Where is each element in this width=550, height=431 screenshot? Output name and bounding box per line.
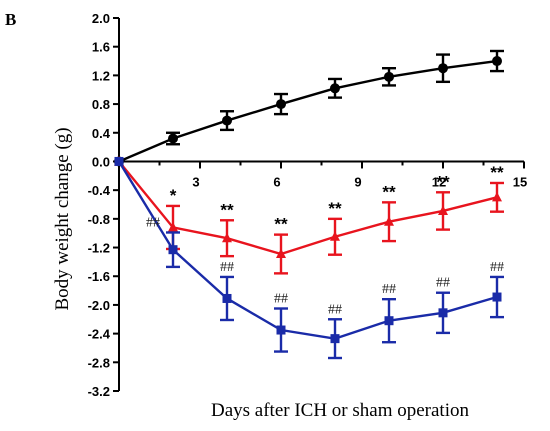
data-point	[384, 216, 394, 226]
data-point	[276, 99, 286, 110]
y-tick-label: 1.2	[92, 68, 110, 83]
y-tick-label: 1.6	[92, 40, 110, 55]
series-line	[117, 160, 498, 340]
series-0	[114, 49, 504, 167]
x-tick-label: 9	[354, 174, 361, 189]
data-point	[492, 292, 502, 302]
series-layer	[114, 49, 504, 360]
data-point	[168, 221, 178, 232]
significance-hash: ##	[274, 292, 288, 307]
y-tick-label: -2.0	[88, 298, 110, 313]
significance-star: **	[382, 182, 396, 201]
significance-star: **	[274, 215, 288, 234]
series-line	[118, 160, 498, 256]
data-point	[222, 232, 232, 243]
x-tick-label: 15	[513, 174, 527, 189]
y-tick-label: -1.6	[88, 269, 110, 284]
significance-star: **	[490, 163, 504, 182]
data-point	[276, 248, 286, 258]
y-tick-label: -2.4	[88, 327, 111, 342]
y-tick-label: -1.2	[88, 241, 110, 256]
x-tick-label: 12	[432, 174, 446, 189]
y-tick-label: -2.8	[88, 355, 110, 370]
significance-hash: ##	[382, 282, 396, 297]
significance-hash: ##	[328, 302, 342, 317]
axes: 2.0 1.6 1.2 0.8 0.4 0.0 -0.4 -0.8 -1.2 -1.6 -2.0 -2…	[88, 11, 528, 399]
data-point	[330, 83, 340, 94]
significance-star: **	[436, 172, 450, 191]
data-point	[492, 56, 502, 67]
significance-hash: ##	[490, 260, 504, 275]
y-tick-label: 2.0	[92, 11, 110, 26]
data-point	[384, 71, 394, 82]
data-point	[222, 115, 232, 126]
x-tick-label: 6	[273, 174, 280, 189]
panel-label: B	[5, 10, 16, 29]
y-tick-label: 0.8	[92, 97, 110, 112]
series-2	[114, 156, 504, 360]
significance-hash: ##	[146, 215, 160, 230]
x-tick-label: 3	[192, 174, 199, 189]
y-tick-label: -0.8	[88, 212, 110, 227]
significance-star: **	[220, 200, 234, 219]
y-tick-label: -3.2	[88, 384, 110, 399]
y-tick-label: 0.0	[92, 154, 110, 169]
data-point	[438, 308, 448, 318]
y-axis-title: Body weight change (g)	[52, 127, 73, 310]
data-point	[168, 245, 178, 255]
data-point	[168, 133, 178, 144]
significance-hash: ##	[436, 276, 450, 291]
data-point	[276, 325, 286, 335]
annotation-layer: *********** **########## ####	[146, 163, 504, 317]
series-line	[118, 59, 498, 163]
data-point	[330, 334, 340, 344]
data-point	[384, 316, 394, 326]
significance-star: *	[170, 186, 177, 205]
x-axis-title: Days after ICH or sham operation	[211, 400, 470, 421]
significance-hash: ##	[220, 260, 234, 275]
data-point	[330, 231, 340, 241]
significance-star: **	[328, 199, 342, 218]
data-point	[222, 293, 232, 303]
data-point	[492, 191, 502, 202]
data-point	[438, 63, 448, 74]
data-point	[114, 156, 124, 166]
y-tick-label: 0.4	[92, 126, 111, 141]
data-point	[438, 205, 448, 215]
y-tick-label: -0.4	[88, 183, 111, 198]
